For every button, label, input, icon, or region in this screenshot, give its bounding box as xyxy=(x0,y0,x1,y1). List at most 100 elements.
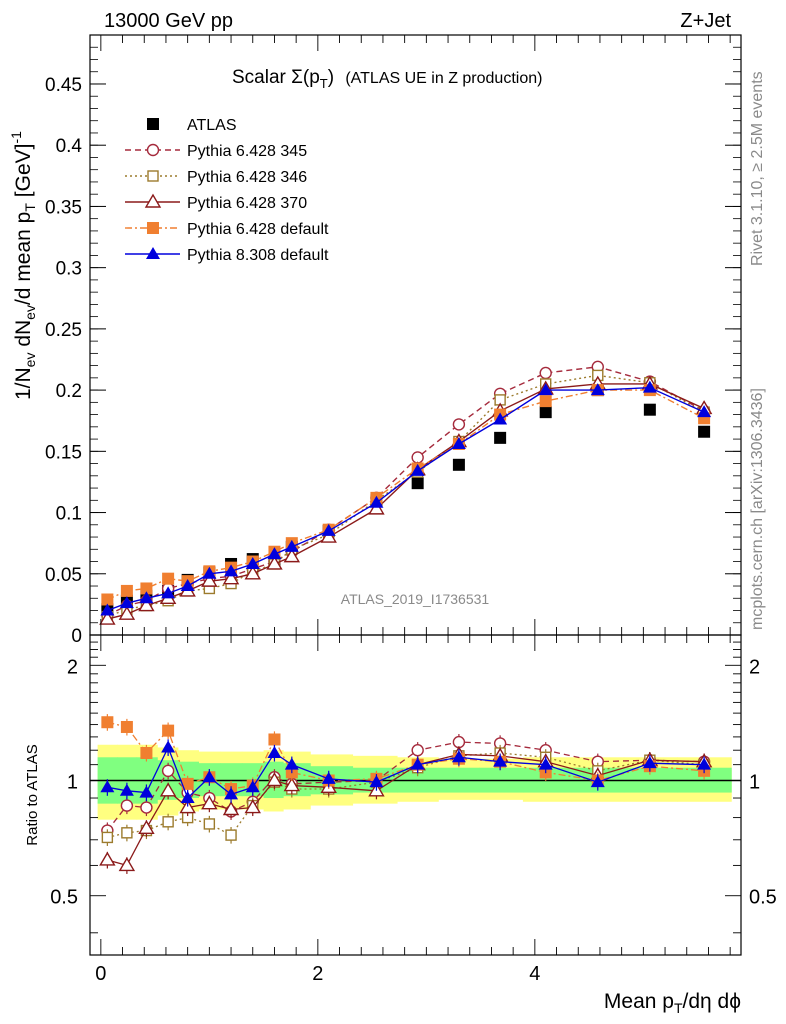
main-y-tick-label: 0.4 xyxy=(56,136,83,157)
ratio-y-tick-label-right: 0.5 xyxy=(749,887,777,909)
ratio-point-pythia-8-308-default xyxy=(590,775,605,788)
ratio-point-pythia-8-308-default xyxy=(161,740,176,753)
ratio-panel: 0.5 0.5 1 1 2 2 0 2 4 Ratio to ATLAS Mean pT/dη… xyxy=(24,634,777,1016)
ratio-point-pythia-8-308-default xyxy=(410,757,425,770)
ratio-point-pythia-6-428-346 xyxy=(225,829,237,841)
x-tick-label: 4 xyxy=(529,963,540,985)
ratio-point-pythia-6-428-370 xyxy=(201,795,218,810)
data-point-pythia-6-428-default xyxy=(120,584,133,597)
data-point-pythia-8-308-default xyxy=(284,539,299,552)
plot-title: Scalar Σ(pT) (ATLAS UE in Z production) xyxy=(232,67,542,91)
data-point-pythia-6-428-370 xyxy=(266,555,283,570)
data-point-atlas xyxy=(698,425,711,438)
ratio-point-pythia-6-428-346 xyxy=(203,818,216,830)
legend-label: ATLAS xyxy=(187,117,237,134)
data-point-pythia-8-308-default xyxy=(451,436,466,449)
main-y-tick-label: 0.1 xyxy=(56,504,82,525)
data-point-pythia-6-428-370 xyxy=(138,597,155,612)
data-point-atlas xyxy=(539,406,552,419)
data-point-pythia-6-428-345 xyxy=(539,366,552,380)
main-y-tick-label: 0.05 xyxy=(45,565,82,586)
legend-entry-pythia-6-428-346: Pythia 6.428 346 xyxy=(125,169,307,186)
ratio-y-tick-label-right: 2 xyxy=(749,656,760,678)
legend-marker xyxy=(146,247,160,259)
main-y-tick-label: 0.35 xyxy=(45,197,82,218)
x-tick-label: 0 xyxy=(95,963,106,985)
legend-label: Pythia 6.428 370 xyxy=(187,195,307,212)
data-point-pythia-8-308-default xyxy=(321,523,336,536)
ratio-point-pythia-6-428-345 xyxy=(452,735,466,749)
data-point-pythia-6-428-370 xyxy=(222,570,240,585)
data-point-pythia-8-308-default xyxy=(642,380,657,393)
data-point-pythia-8-308-default xyxy=(697,405,712,418)
legend-label: Pythia 8.308 default xyxy=(187,247,329,264)
ratio-frame xyxy=(89,634,742,956)
ratio-point-pythia-6-428-370 xyxy=(118,857,136,872)
legend-entry-pythia-6-428-370: Pythia 6.428 370 xyxy=(125,193,307,212)
data-point-pythia-6-428-370 xyxy=(368,500,385,515)
mcplots-label: mcplots.cern.ch [arXiv:1306.3436] xyxy=(749,388,766,630)
main-y-label: 1/Nev dNev/d mean pT [GeV]-1 xyxy=(8,131,38,400)
data-point-pythia-6-428-default xyxy=(539,395,552,408)
data-point-pythia-8-308-default xyxy=(180,579,195,592)
legend-marker xyxy=(147,118,159,130)
ratio-point-pythia-6-428-default xyxy=(162,724,175,737)
ratio-y-tick-label-right: 1 xyxy=(749,772,760,794)
ratio-point-pythia-6-428-345 xyxy=(120,799,134,812)
data-point-atlas xyxy=(643,403,656,416)
main-y-tick-label: 0.45 xyxy=(45,75,82,96)
data-point-atlas xyxy=(494,431,507,444)
rivet-label: Rivet 3.1.10, ≥ 2.5M events xyxy=(749,71,766,266)
data-point-pythia-8-308-default xyxy=(100,603,115,616)
main-plot-area xyxy=(99,360,713,625)
legend-marker xyxy=(146,143,160,157)
header-left: 13000 GeV pp xyxy=(104,10,233,32)
data-point-pythia-8-308-default xyxy=(369,495,384,508)
x-axis-label: Mean pT/dη dϕ xyxy=(604,990,741,1016)
ratio-point-pythia-8-308-default xyxy=(642,756,657,769)
ratio-point-pythia-8-308-default xyxy=(267,746,282,759)
data-point-pythia-8-308-default xyxy=(410,463,425,476)
main-panel: 0 0.05 0.1 0.15 0.2 0.25 0.3 0.35 0.4 0.45 Scalar… xyxy=(8,34,742,647)
main-y-tick-label: 0.15 xyxy=(45,442,82,463)
data-point-atlas xyxy=(452,458,465,471)
legend-entry-atlas: ATLAS xyxy=(147,117,237,134)
series-pythia-8-308-default xyxy=(100,380,712,616)
ratio-point-pythia-6-428-370 xyxy=(99,851,116,866)
data-point-pythia-8-308-default xyxy=(538,383,553,396)
ratio-point-pythia-8-308-default xyxy=(538,757,553,770)
ratio-y-axis: 0.5 0.5 1 1 2 2 xyxy=(50,634,777,934)
ratio-point-pythia-6-428-370 xyxy=(244,799,261,814)
ratio-x-axis: 0 2 4 xyxy=(95,635,731,985)
data-point-pythia-8-308-default xyxy=(139,591,154,604)
header-right: Z+Jet xyxy=(680,10,731,32)
ratio-point-pythia-8-308-default xyxy=(139,785,154,798)
ratio-y-label: Ratio to ATLAS xyxy=(24,744,41,845)
analysis-watermark: ATLAS_2019_I1736531 xyxy=(341,591,490,607)
main-x-ticks xyxy=(100,35,731,635)
legend: ATLAS Pythia 6.428 345 Pythia 6.428 346 Pyt… xyxy=(125,117,329,264)
data-point-pythia-6-428-default xyxy=(101,593,114,606)
data-point-pythia-8-308-default xyxy=(224,564,239,577)
ratio-point-pythia-8-308-default xyxy=(119,783,134,796)
ratio-point-pythia-8-308-default xyxy=(224,787,239,800)
legend-label: Pythia 6.428 345 xyxy=(187,143,307,160)
legend-entry-pythia-8-308-default: Pythia 8.308 default xyxy=(125,247,329,264)
data-point-pythia-6-428-370 xyxy=(118,605,136,620)
ratio-y-tick-label: 1 xyxy=(67,772,78,794)
legend-marker xyxy=(147,170,159,182)
ratio-point-pythia-6-428-default xyxy=(120,720,133,733)
data-point-pythia-6-428-370 xyxy=(244,565,261,580)
ratio-y-tick-label: 2 xyxy=(67,656,78,678)
series-line-pythia-6-428-default xyxy=(107,389,705,601)
data-point-pythia-6-428-345 xyxy=(452,418,466,431)
legend-label: Pythia 6.428 default xyxy=(187,221,329,238)
ratio-point-pythia-6-428-345 xyxy=(411,744,424,757)
main-y-tick-label: 0.25 xyxy=(45,320,82,341)
ratio-point-pythia-8-308-default xyxy=(284,757,299,770)
data-point-pythia-6-428-370 xyxy=(99,610,116,625)
ratio-point-pythia-6-428-370 xyxy=(159,782,177,797)
x-tick-label: 2 xyxy=(312,963,323,985)
ratio-point-pythia-8-308-default xyxy=(451,750,466,763)
